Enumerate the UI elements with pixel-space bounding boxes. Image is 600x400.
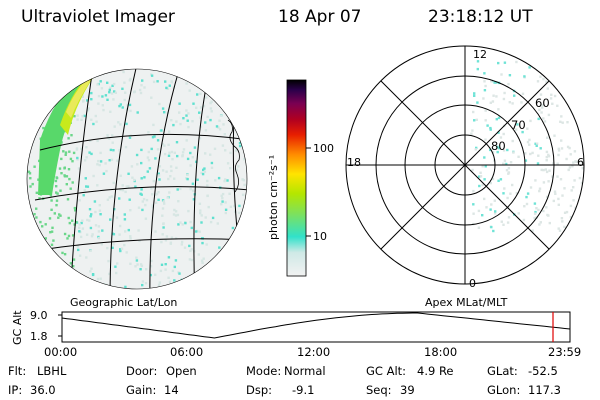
mlt-label-12: 12 [473, 48, 487, 61]
seq-value: 39 [400, 383, 415, 397]
colorbar-label-10: 10 [313, 230, 327, 243]
door-label: Door: [126, 364, 158, 378]
ip-value: 36.0 [30, 383, 56, 397]
mode-label: Mode: [246, 364, 282, 378]
mlat-label-80: 80 [491, 139, 506, 153]
gcalt-value: 4.9 Re [417, 364, 454, 378]
polar-grid [345, 45, 585, 285]
observation-time: 23:18:12 UT [428, 7, 533, 27]
colorbar [286, 79, 311, 277]
limb-emission-band [38, 70, 95, 195]
geographic-disk-edge [26, 68, 248, 290]
glon-value: 117.3 [528, 383, 561, 397]
mlt-label-0: 0 [469, 277, 476, 290]
altitude-tick-high: 9.0 [30, 309, 48, 322]
altitude-frame [61, 311, 571, 343]
glat-label: GLat: [487, 364, 518, 378]
mlat-label-60: 60 [535, 96, 550, 110]
glat-value: -52.5 [528, 364, 558, 378]
flt-label: Flt: [8, 364, 27, 378]
colorbar-unit-label: photon cm⁻²s⁻¹ [267, 154, 280, 240]
door-value: Open [166, 364, 197, 378]
dsp-label: Dsp: [246, 383, 273, 397]
glon-label: GLon: [487, 383, 521, 397]
geographic-image-panel [26, 68, 248, 290]
altitude-axis-label: GC Alt [11, 310, 24, 345]
mode-value: Normal [284, 364, 326, 378]
colorbar-label-100: 100 [313, 142, 334, 155]
mlat-label-70: 70 [511, 118, 526, 132]
colorbar-scale [286, 79, 307, 277]
mlt-label-6: 6 [577, 156, 584, 169]
gain-value: 14 [164, 383, 179, 397]
altitude-curve [61, 312, 571, 339]
mlt-label-18: 18 [347, 156, 361, 169]
time-tick-1200: 12:00 [297, 345, 331, 359]
time-tick-2359: 23:59 [548, 345, 582, 359]
time-tick-0000: 00:00 [44, 345, 78, 359]
time-tick-0600: 06:00 [170, 345, 204, 359]
observation-date: 18 Apr 07 [278, 7, 362, 27]
altitude-strip [58, 311, 571, 343]
ip-label: IP: [8, 383, 23, 397]
polar-plot [345, 45, 585, 285]
gain-label: Gain: [126, 383, 157, 397]
time-tick-1800: 18:00 [424, 345, 458, 359]
gcalt-label: GC Alt: [366, 364, 407, 378]
altitude-tick-low: 1.8 [30, 330, 48, 343]
flt-value: LBHL [37, 364, 67, 378]
seq-label: Seq: [366, 383, 392, 397]
dsp-value: -9.1 [292, 383, 315, 397]
geographic-panel-label: Geographic Lat/Lon [70, 296, 178, 309]
app-title: Ultraviolet Imager [21, 7, 175, 27]
polar-panel-label: Apex MLat/MLT [425, 296, 508, 309]
